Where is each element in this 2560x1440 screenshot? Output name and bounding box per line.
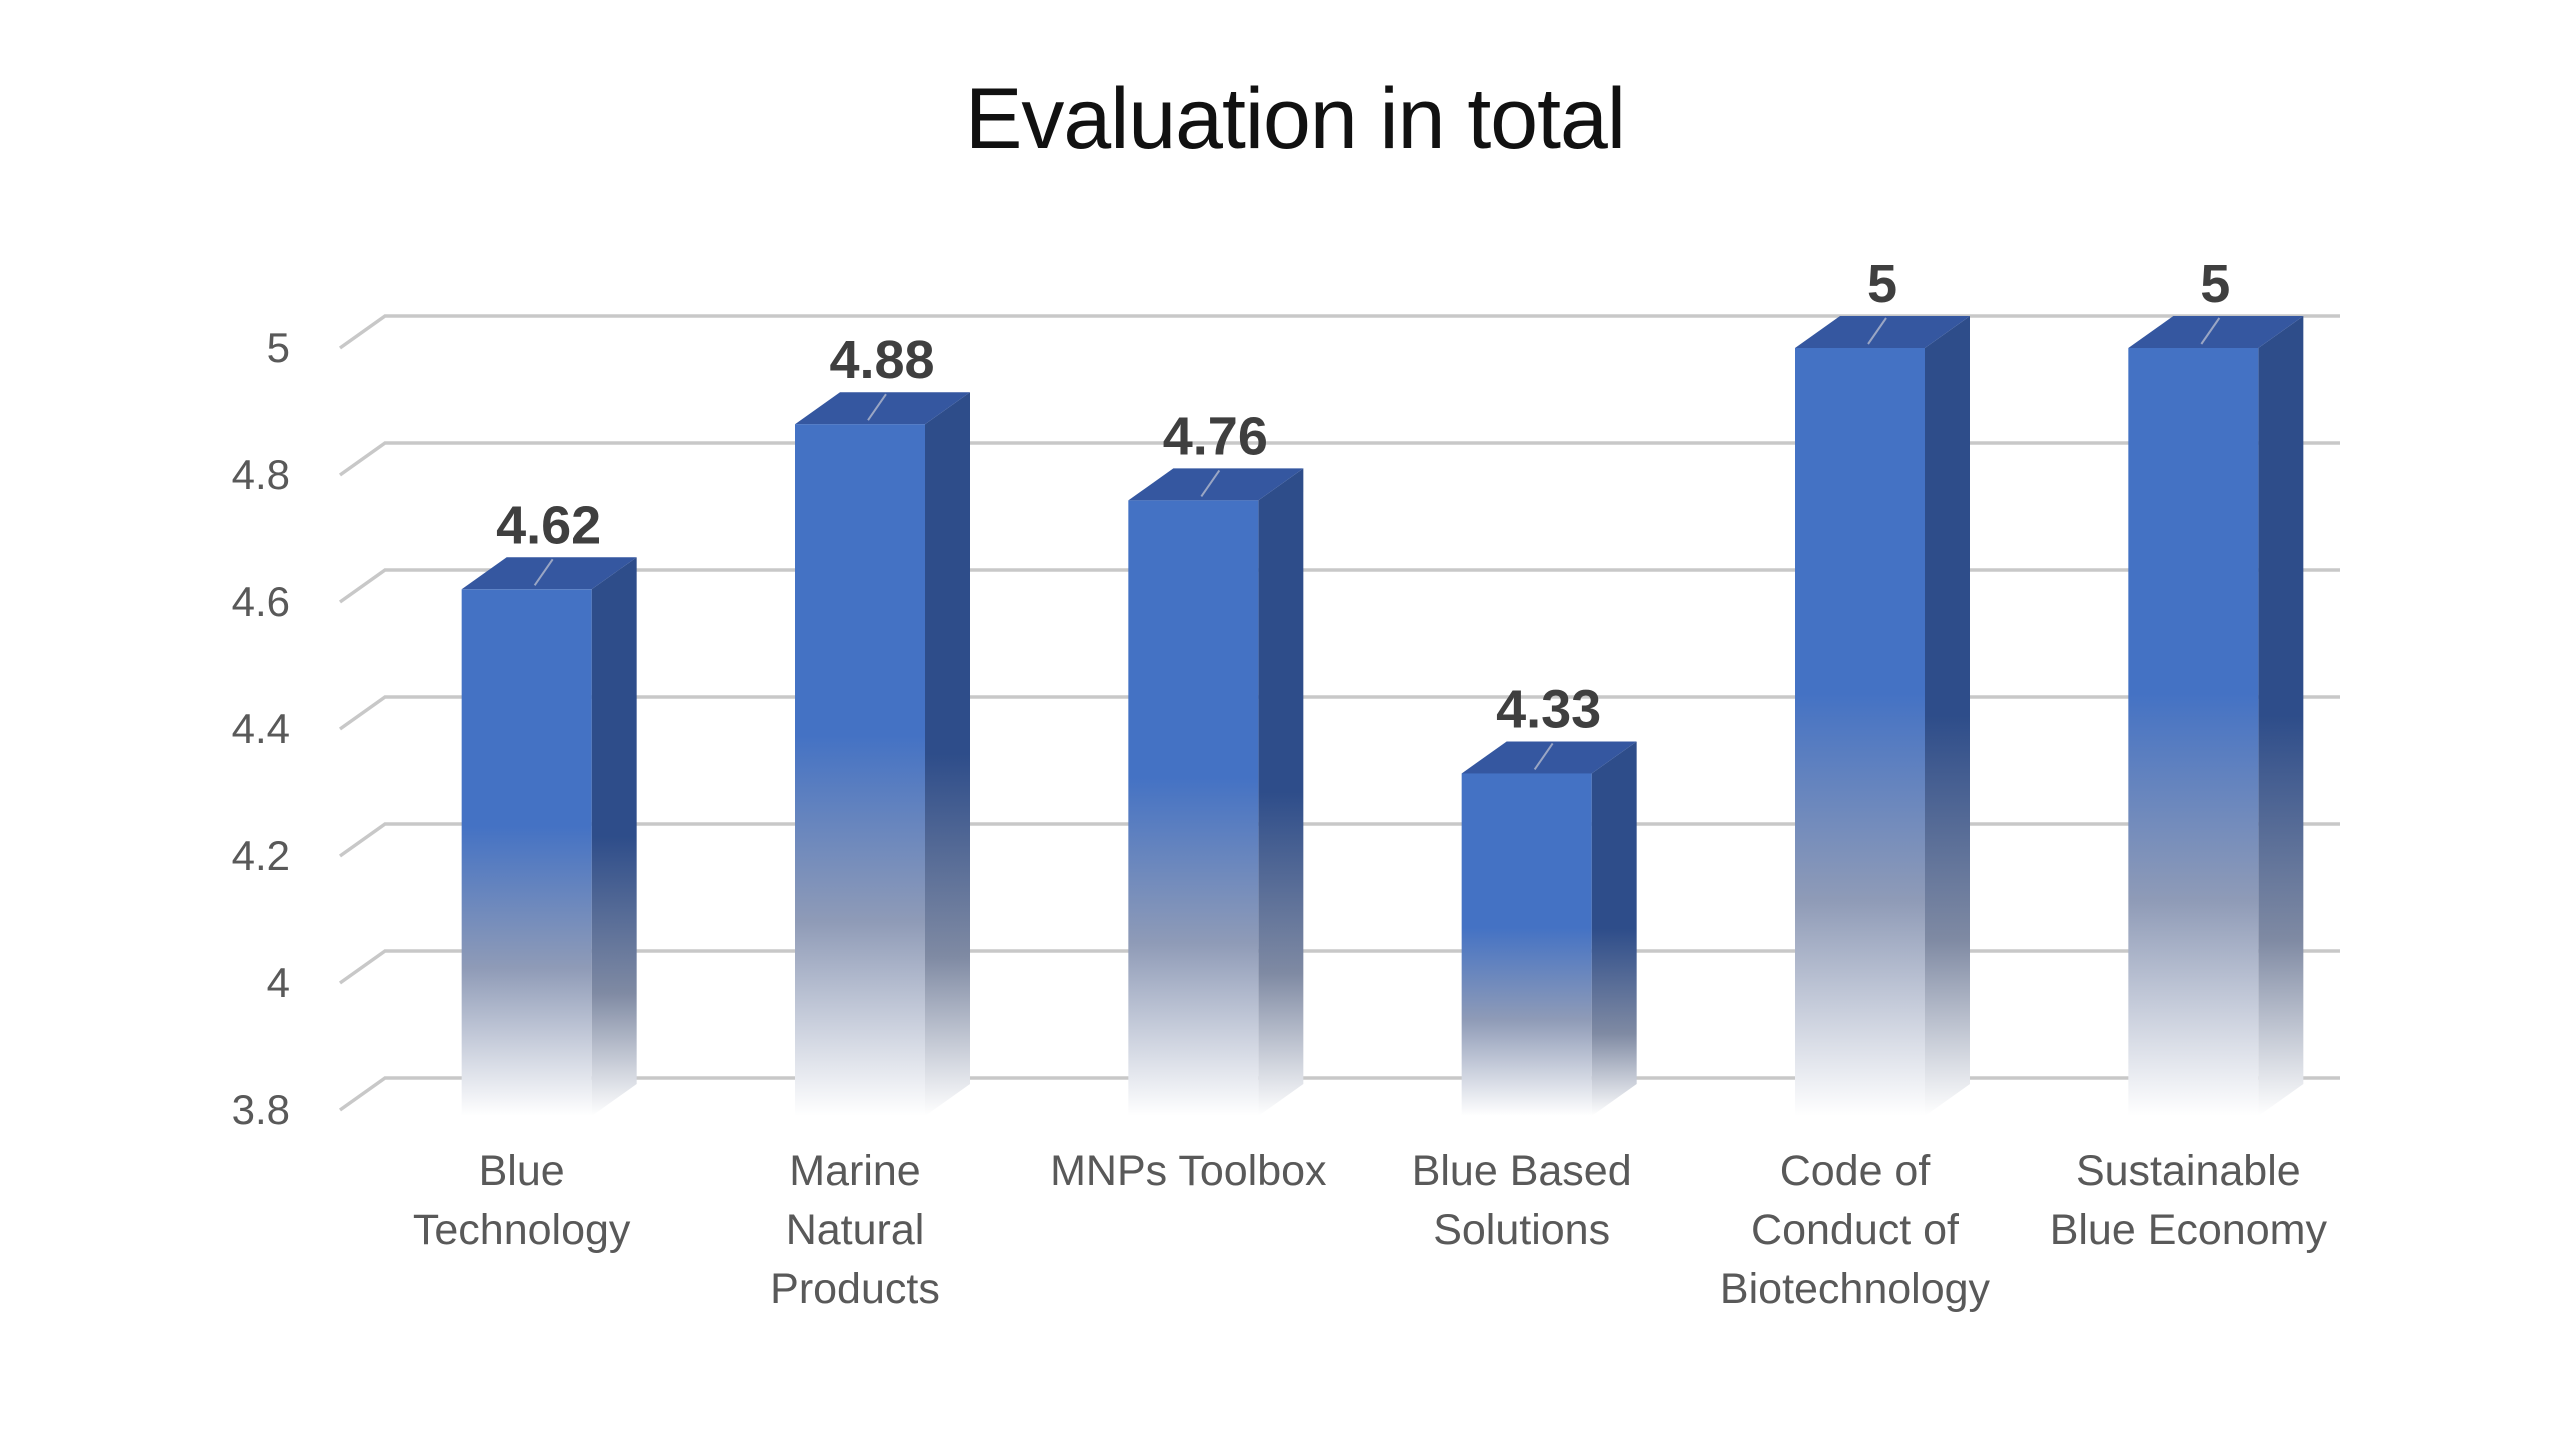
data-label: 4.62: [496, 495, 601, 555]
bar-front-face: [2128, 348, 2259, 1116]
x-category-label: Marine Natural Products: [770, 1147, 940, 1313]
bar-top-face: [2128, 316, 2304, 348]
gridlines: [338, 314, 2340, 1112]
y-tick-label: 4.2: [232, 832, 290, 879]
gridline: [338, 568, 2340, 604]
x-axis-labels: Blue Technology Marine Natural Products MNPs …: [413, 1147, 2328, 1313]
bar-front-face: [461, 589, 592, 1116]
bar: [1128, 468, 1304, 1116]
x-category-label: Code of Conduct of Biotechnology: [1720, 1147, 1991, 1313]
bar-top-face: [1795, 316, 1970, 348]
gridline: [338, 314, 2340, 350]
bar-side-face: [925, 392, 970, 1116]
bar-front-face: [1461, 773, 1592, 1116]
bar-front-face: [1795, 348, 1925, 1116]
gridline: [338, 695, 2340, 731]
data-labels: 4.62 4.88 4.76 4.33 5 5: [496, 254, 2230, 771]
data-label-leader: [533, 558, 554, 586]
data-label-leader: [1867, 317, 1887, 345]
y-tick-label: 5: [267, 324, 290, 371]
x-category-label: Blue Technology: [413, 1147, 631, 1254]
gridline: [338, 1076, 2340, 1112]
y-axis-ticks: 5 4.8 4.6 4.4 4.2 4 3.8: [232, 324, 290, 1133]
y-tick-label: 4.6: [232, 578, 290, 625]
data-label: 5: [1867, 254, 1897, 314]
y-tick-label: 4.8: [232, 451, 290, 498]
data-label-leader: [1533, 742, 1554, 771]
data-label-leader: [2200, 317, 2221, 345]
y-tick-label: 4: [267, 959, 290, 1006]
data-label: 4.76: [1163, 406, 1268, 466]
data-label-leader: [1200, 469, 1221, 497]
bar: [795, 392, 970, 1116]
bar: [1461, 741, 1637, 1116]
data-label: 5: [2200, 254, 2230, 314]
x-category-label: Sustainable Blue Economy: [2050, 1147, 2328, 1254]
chart-title: Evaluation in total: [965, 71, 1626, 167]
gridline: [338, 822, 2340, 858]
bar: [461, 557, 637, 1116]
bar-top-face: [795, 392, 970, 425]
bar-side-face: [1925, 316, 1970, 1116]
bar-front-face: [1128, 500, 1259, 1116]
y-tick-label: 3.8: [232, 1086, 290, 1133]
x-category-label: MNPs Toolbox: [1050, 1147, 1327, 1195]
x-category-label: Blue Based Solutions: [1412, 1147, 1632, 1254]
bars: [461, 316, 2304, 1116]
bar: [2128, 316, 2304, 1116]
bar-top-face: [1461, 741, 1637, 774]
bar-top-face: [1128, 468, 1304, 501]
gridline: [338, 949, 2340, 985]
bar-front-face: [795, 424, 925, 1116]
bar-top-face: [461, 557, 637, 590]
data-label-leader: [867, 393, 887, 421]
bar-side-face: [1258, 468, 1304, 1116]
data-label: 4.88: [829, 330, 934, 390]
bar-side-face: [1591, 741, 1637, 1116]
bar-side-face: [2258, 316, 2304, 1116]
y-tick-label: 4.4: [232, 705, 290, 752]
gridline: [338, 441, 2340, 477]
data-label: 4.33: [1496, 679, 1601, 739]
bar: [1795, 316, 1970, 1116]
bar-side-face: [591, 557, 637, 1116]
